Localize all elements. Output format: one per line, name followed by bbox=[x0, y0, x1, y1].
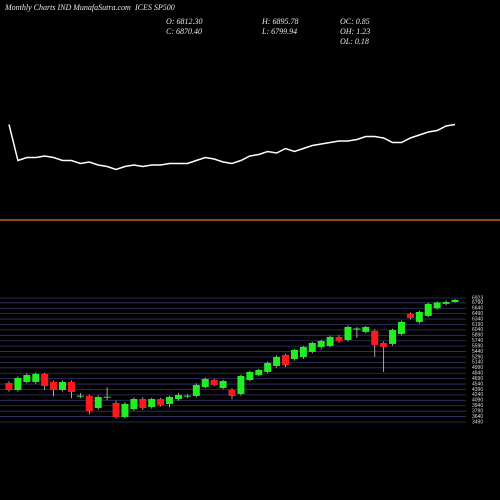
candle-body bbox=[183, 395, 191, 397]
candle-body bbox=[14, 377, 22, 390]
candle-body bbox=[255, 369, 263, 375]
info-label: OH: 1.23 bbox=[340, 27, 370, 36]
line-series bbox=[8, 123, 456, 171]
candle-body bbox=[130, 398, 138, 409]
y-tick-label: 5590 bbox=[472, 343, 483, 349]
info-label: H: 6895.78 bbox=[261, 17, 298, 26]
candle-body bbox=[139, 398, 147, 408]
candle-body bbox=[121, 403, 129, 417]
y-tick-label: 4540 bbox=[472, 381, 483, 387]
y-tick-label: 5290 bbox=[472, 354, 483, 360]
candle-body bbox=[41, 373, 49, 386]
candle-body bbox=[397, 321, 405, 334]
info-label: O: 6812.30 bbox=[166, 17, 202, 26]
candle-body bbox=[94, 396, 102, 408]
candle-body bbox=[76, 395, 84, 397]
y-tick-label: 5740 bbox=[472, 338, 483, 344]
candle-body bbox=[67, 381, 75, 392]
candle-body bbox=[424, 303, 432, 316]
y-tick-label: 6190 bbox=[472, 322, 483, 328]
candle-body bbox=[264, 362, 272, 372]
candle-body bbox=[85, 395, 93, 411]
candle-body bbox=[246, 371, 254, 380]
y-tick-label: 4840 bbox=[472, 371, 483, 377]
candle-body bbox=[415, 311, 423, 322]
candle-body bbox=[433, 302, 441, 309]
candle-body bbox=[148, 398, 156, 407]
candle-body bbox=[166, 396, 174, 404]
candle-body bbox=[50, 381, 58, 390]
chart-title: Monthly Charts IND MunafaSutra.com bbox=[4, 3, 131, 12]
candle-body bbox=[362, 326, 370, 332]
candle-body bbox=[273, 356, 281, 366]
candle-body bbox=[353, 328, 361, 330]
y-tick-label: 6640 bbox=[472, 306, 483, 312]
info-label: OL: 0.18 bbox=[340, 37, 369, 46]
candle-body bbox=[406, 313, 414, 318]
candle-body bbox=[326, 336, 334, 346]
y-tick-label: 4990 bbox=[472, 365, 483, 371]
y-tick-label: 6790 bbox=[472, 300, 483, 306]
candle-body bbox=[344, 326, 352, 340]
candle-body bbox=[210, 379, 218, 385]
candle-body bbox=[32, 373, 40, 382]
candle-body bbox=[237, 375, 245, 394]
y-tick-label: 4240 bbox=[472, 392, 483, 398]
info-label: L: 6799.94 bbox=[261, 27, 297, 36]
candle-body bbox=[299, 346, 307, 357]
y-tick-label: 4390 bbox=[472, 387, 483, 393]
candle-body bbox=[290, 349, 298, 359]
candle-body bbox=[201, 378, 209, 387]
y-tick-label: 6923 bbox=[472, 295, 483, 301]
candle-body bbox=[228, 389, 236, 396]
y-tick-label: 6040 bbox=[472, 327, 483, 333]
candle-body bbox=[451, 299, 459, 302]
candle-body bbox=[59, 381, 67, 390]
candle-body bbox=[371, 330, 379, 345]
candle-body bbox=[174, 394, 182, 399]
candle-body bbox=[317, 340, 325, 347]
candle-body bbox=[442, 302, 450, 304]
y-tick-label: 3490 bbox=[472, 419, 483, 425]
candle-body bbox=[282, 354, 290, 365]
candle-body bbox=[112, 403, 120, 417]
symbol: ICES SP500 bbox=[134, 3, 175, 12]
candle-body bbox=[219, 380, 227, 388]
candle-body bbox=[335, 336, 343, 341]
candle-body bbox=[308, 342, 316, 352]
y-tick-label: 3940 bbox=[472, 403, 483, 409]
candle-body bbox=[103, 396, 111, 398]
info-label: C: 6870.40 bbox=[166, 27, 202, 36]
candle-body bbox=[5, 382, 13, 390]
candle-body bbox=[192, 384, 200, 396]
candle-body bbox=[157, 398, 165, 405]
candle-body bbox=[380, 342, 388, 347]
candle-body bbox=[23, 374, 31, 382]
y-tick-label: 6340 bbox=[472, 316, 483, 322]
y-tick-label: 5440 bbox=[472, 349, 483, 355]
y-tick-label: 5140 bbox=[472, 360, 483, 366]
info-label: OC: 0.85 bbox=[340, 17, 370, 26]
y-tick-label: 6490 bbox=[472, 311, 483, 317]
candle-body bbox=[389, 329, 397, 344]
y-tick-label: 3640 bbox=[472, 414, 483, 420]
y-tick-label: 5890 bbox=[472, 333, 483, 339]
y-tick-label: 4090 bbox=[472, 398, 483, 404]
y-tick-label: 4690 bbox=[472, 376, 483, 382]
y-tick-label: 3790 bbox=[472, 408, 483, 414]
